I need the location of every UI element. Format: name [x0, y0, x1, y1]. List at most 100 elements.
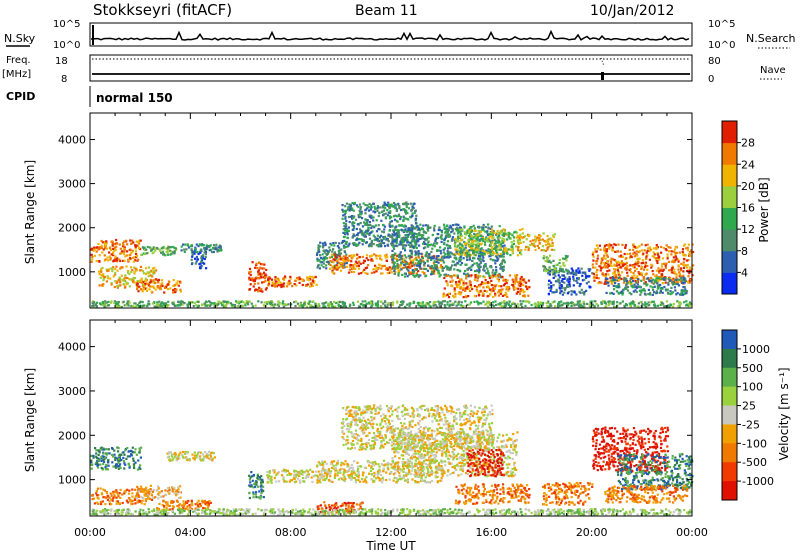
velocity-cell [129, 449, 132, 452]
power-cell [438, 226, 441, 229]
power-cell [395, 208, 399, 211]
velocity-cell [96, 462, 99, 465]
power-cell [409, 202, 412, 205]
power-cell [295, 284, 298, 287]
power-cell [553, 291, 556, 294]
power-cell [116, 286, 119, 289]
power-cell [382, 209, 386, 212]
power-cell [481, 252, 484, 255]
power-cell [469, 245, 472, 248]
power-cell [457, 292, 460, 295]
power-cell [380, 267, 383, 270]
power-cell [401, 302, 404, 305]
power-cell [604, 302, 608, 305]
noise-right-tick-top: 10^5 [708, 19, 735, 30]
power-cell [294, 300, 298, 303]
power-cell [407, 266, 410, 269]
power-cell [435, 255, 438, 258]
power-cell [455, 285, 459, 288]
power-cell [476, 285, 479, 288]
power-cell [497, 291, 500, 294]
power-cell [486, 305, 490, 308]
power-cell [370, 271, 373, 274]
velocity-cell [96, 501, 99, 504]
velocity-cell [90, 454, 93, 457]
power-cell [376, 234, 379, 237]
power-cell [655, 269, 658, 272]
power-cell [597, 277, 600, 280]
power-cell [646, 283, 649, 286]
power-cell [407, 233, 410, 236]
power-cell [431, 233, 434, 237]
power-cell [122, 300, 125, 303]
velocity-cell [107, 448, 110, 451]
power-cell [157, 286, 160, 290]
power-cell [633, 277, 636, 280]
power-cell [474, 236, 477, 239]
power-cell [405, 239, 408, 242]
power-cell [479, 257, 482, 260]
power-cell [632, 302, 635, 305]
power-cell [443, 226, 446, 229]
power-cell [654, 305, 657, 308]
power-cell [388, 206, 391, 209]
power-cell [325, 267, 328, 270]
power-cell [134, 302, 137, 305]
power-cell [113, 273, 117, 276]
power-cell [469, 253, 472, 257]
power-cell [332, 248, 335, 251]
power-cell [383, 235, 386, 238]
power-cell [633, 263, 636, 266]
power-cell [309, 285, 312, 288]
power-cell [409, 249, 412, 252]
power-cell [603, 244, 607, 247]
power-cell [432, 302, 435, 305]
power-cell [526, 285, 529, 288]
power-cell [98, 284, 101, 287]
power-cell [374, 264, 377, 267]
power-cell [625, 278, 628, 281]
power-cell [437, 233, 440, 236]
power-cell [575, 270, 578, 273]
power-cell [261, 263, 264, 266]
power-cell [478, 233, 481, 236]
power-cell [278, 302, 281, 305]
power-cell [442, 266, 445, 269]
power-cell [204, 304, 207, 307]
power-cell [505, 293, 508, 296]
power-cell [369, 242, 372, 245]
power-cell [416, 228, 419, 231]
power-cell [461, 244, 464, 247]
power-cell [384, 207, 387, 210]
power-cell [453, 288, 456, 291]
power-cell [606, 254, 609, 257]
power-cell [543, 268, 546, 271]
power-cell [655, 244, 658, 247]
power-cell [652, 247, 655, 250]
power-cell [403, 247, 406, 250]
power-cell [235, 300, 238, 303]
power-cell [376, 205, 379, 208]
power-cell [491, 304, 494, 307]
power-cell [126, 243, 129, 246]
power-cell [442, 259, 445, 262]
power-cell [605, 248, 608, 251]
power-cell [212, 303, 215, 306]
power-cell [493, 287, 496, 290]
power-cell [603, 254, 606, 257]
power-cell [117, 284, 121, 287]
power-cell [495, 284, 498, 287]
power-cell [405, 261, 408, 264]
velocity-cell [124, 448, 127, 451]
power-cell [629, 264, 632, 267]
power-cell [610, 257, 613, 260]
power-cell [353, 234, 356, 237]
power-cell [667, 278, 670, 281]
power-cell [135, 254, 139, 257]
power-cell [392, 201, 396, 205]
power-cell [488, 276, 491, 280]
power-cell [131, 278, 134, 281]
power-cell [97, 270, 101, 273]
power-cell [572, 277, 575, 280]
